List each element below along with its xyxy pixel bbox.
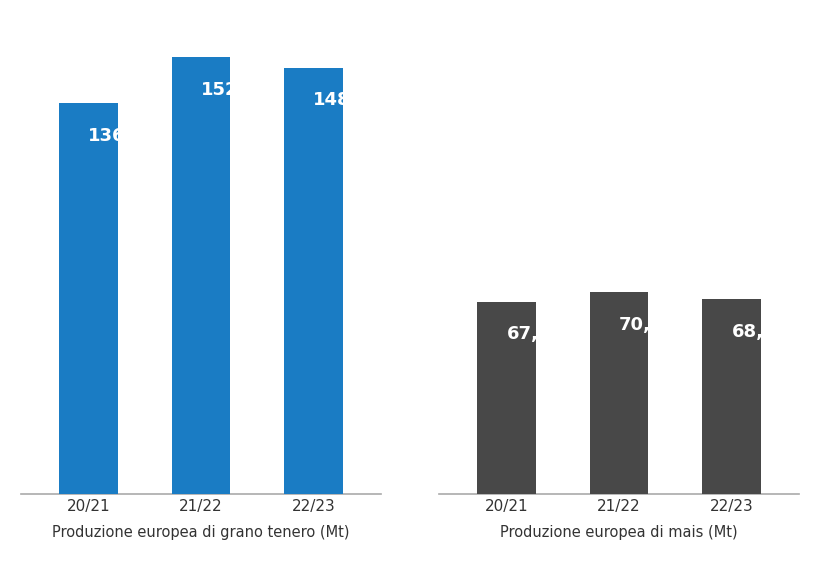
Text: 67,1: 67,1 bbox=[506, 325, 550, 343]
Bar bbox=[59, 103, 117, 494]
Text: 68,0: 68,0 bbox=[731, 323, 776, 341]
Bar bbox=[589, 292, 648, 494]
Text: 70,5: 70,5 bbox=[618, 316, 663, 334]
Text: 136,4: 136,4 bbox=[88, 127, 145, 145]
Bar bbox=[702, 299, 760, 494]
Bar bbox=[477, 302, 536, 494]
X-axis label: Produzione europea di mais (Mt): Produzione europea di mais (Mt) bbox=[500, 525, 737, 540]
Bar bbox=[171, 57, 230, 494]
Text: 152,4: 152,4 bbox=[201, 81, 257, 99]
X-axis label: Produzione europea di grano tenero (Mt): Produzione europea di grano tenero (Mt) bbox=[52, 525, 349, 540]
Bar bbox=[283, 67, 342, 494]
Text: 148,7: 148,7 bbox=[313, 91, 370, 109]
